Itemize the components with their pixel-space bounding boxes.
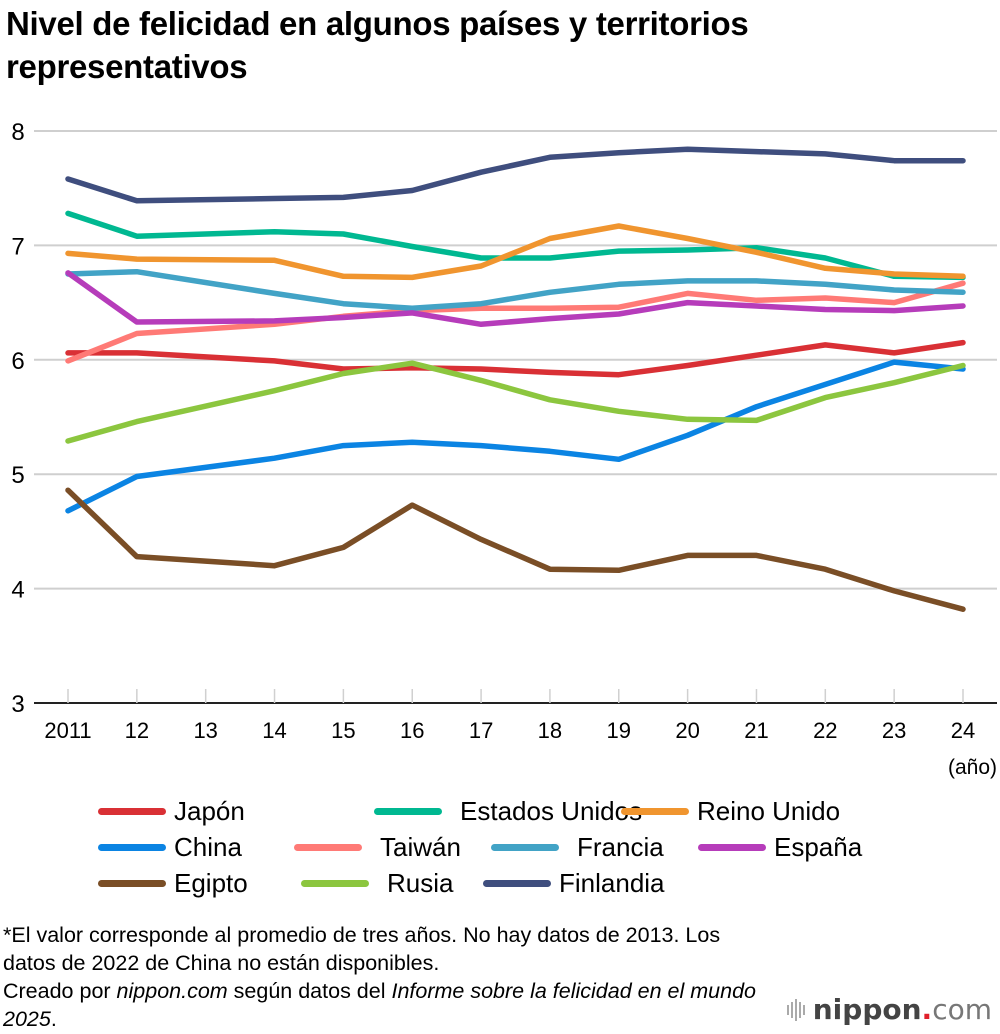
legend-swatch: [294, 844, 362, 851]
legend-item: Francia: [491, 832, 664, 863]
y-tick-label: 6: [11, 348, 24, 375]
x-tick-label: 23: [882, 718, 906, 743]
credit-report: Informe sobre la felicidad en el mundo 2…: [3, 979, 756, 1031]
x-tick-label: 20: [675, 718, 699, 743]
legend-swatch: [374, 808, 442, 815]
x-axis-unit-label: (año): [948, 756, 997, 779]
credit-site: nippon.com: [116, 979, 228, 1003]
legend-item: Reino Unido: [621, 796, 840, 827]
x-tick-label: 12: [125, 718, 149, 743]
series-line-japon: [65, 339, 966, 378]
legend-label: Reino Unido: [697, 796, 841, 826]
legend-item: Egipto: [98, 868, 248, 899]
x-tick-label: 14: [262, 718, 286, 743]
credit-prefix: Creado por: [3, 979, 117, 1003]
legend-item: Estados Unidos: [374, 796, 642, 827]
legend-swatch: [301, 880, 369, 887]
x-tick-label: 21: [744, 718, 768, 743]
logo-brand: nippon: [812, 993, 922, 1026]
logo-tld: com: [932, 993, 992, 1026]
logo-dot: .: [921, 993, 933, 1026]
legend-item: Taiwán: [294, 832, 461, 863]
legend-item: China: [98, 832, 242, 863]
legend-label: Finlandia: [559, 868, 665, 898]
legend-item: Finlandia: [483, 868, 665, 899]
y-tick-label: 4: [11, 577, 24, 604]
legend-swatch: [483, 880, 551, 887]
series-line-rusia: [65, 360, 966, 444]
legend-item: España: [698, 832, 862, 863]
legend-swatch: [98, 808, 166, 815]
legend-item: Japón: [98, 796, 245, 827]
x-axis-labels: 2011 12 13 14 15 16 17 18 19 20 21 22 23 24: [44, 718, 975, 743]
series-line-espana: [65, 270, 966, 328]
y-tick-label: 8: [11, 119, 24, 146]
series-line-finlandia: [65, 146, 966, 204]
legend-label: Taiwán: [380, 832, 461, 862]
x-tick-label: 16: [400, 718, 424, 743]
series-line-francia: [65, 268, 966, 312]
line-chart: 3 4 5 6 7 8 2011 12 13 14 15 16 17 18 19 20 21 22 23 24 (a…: [11, 119, 997, 779]
series-line-egipto: [65, 487, 966, 612]
legend-item: Rusia: [301, 868, 453, 899]
chart-title: Nivel de felicidad en algunos países y t…: [6, 5, 749, 85]
legend-swatch: [98, 880, 166, 887]
legend-label: España: [774, 832, 863, 862]
x-axis-ticks: [67, 689, 964, 703]
credit-suffix: .: [50, 1007, 57, 1031]
legend-label: Rusia: [387, 868, 454, 898]
credit-middle: según datos del: [227, 979, 392, 1003]
legend-label: Japón: [174, 796, 245, 826]
y-axis-labels: 3 4 5 6 7 8: [11, 119, 24, 718]
x-tick-label: 15: [331, 718, 355, 743]
legend-swatch: [98, 844, 166, 851]
legend-swatch: [621, 808, 689, 815]
footnote-note: *El valor corresponde al promedio de tre…: [3, 923, 721, 975]
legend-label: Francia: [577, 832, 664, 862]
x-tick-label: 2011: [44, 718, 91, 743]
y-tick-label: 7: [11, 233, 24, 260]
series-line-taiwan: [65, 280, 966, 364]
x-tick-label: 24: [951, 718, 975, 743]
series-line-reino-unido: [65, 223, 966, 281]
legend-swatch: [698, 844, 766, 851]
x-tick-label: 19: [607, 718, 631, 743]
y-tick-label: 5: [11, 462, 24, 489]
legend-label: Estados Unidos: [460, 796, 643, 826]
x-tick-label: 17: [469, 718, 493, 743]
x-tick-label: 18: [538, 718, 562, 743]
legend-label: Egipto: [174, 868, 248, 898]
footnote-credit: Creado por nippon.com según datos del In…: [3, 977, 763, 1033]
y-tick-label: 3: [11, 691, 24, 718]
grid-lines: [34, 130, 997, 704]
series-line-estados-unidos: [65, 210, 966, 281]
series-line-china: [65, 359, 966, 514]
legend-label: China: [174, 832, 242, 862]
sound-wave-icon: [786, 998, 805, 1021]
x-tick-label: 13: [193, 718, 217, 743]
footnote: *El valor corresponde al promedio de tre…: [3, 921, 763, 1033]
x-tick-label: 22: [813, 718, 837, 743]
nippon-logo: nippon. com: [786, 993, 992, 1026]
series-lines: [65, 146, 966, 612]
legend-swatch: [491, 844, 559, 851]
